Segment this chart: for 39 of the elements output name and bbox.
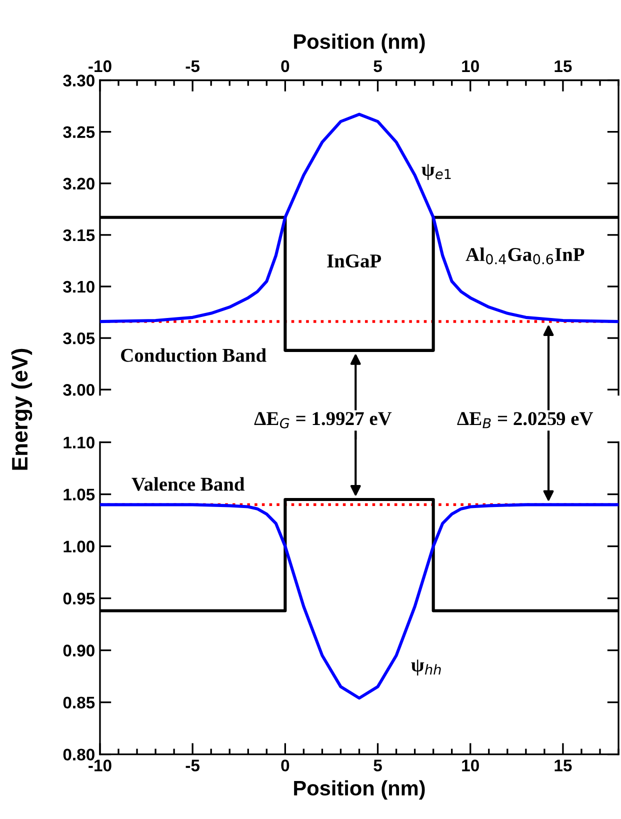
x-tick-label: -5 [186,760,200,772]
y-tick-label: 1.05 [64,488,95,500]
annotation: ψ$_{hh}$ [411,660,441,676]
x-tick-label: -5 [186,60,200,72]
line-series [100,112,619,324]
annotation: ψ$_{e1}$ [422,164,451,180]
x-axis-title: Position (nm) [294,34,425,54]
x-tick-label: 15 [554,60,572,72]
x-tick-label: 5 [374,760,382,772]
x-tick-label: -10 [88,760,112,772]
y-tick-label: 1.10 [64,436,94,448]
x-tick-label: 10 [462,760,479,772]
y-tick-label: 3.00 [63,384,94,396]
text: ΔE$_{G}$ = 1.9927 eV [254,412,392,428]
y-tick-label: 3.05 [63,332,95,344]
text: ΔE$_{B}$ = 2.0259 eV [457,412,594,428]
x-tick-label: 15 [554,760,572,772]
y-tick-label: 0.90 [63,644,94,656]
y-tick-label: 0.85 [63,696,95,708]
x-tick-label: 0 [281,60,290,72]
y-tick-label: 3.25 [63,126,95,138]
annotation: InGaP [327,254,382,268]
y-tick-label: 3.30 [63,74,94,86]
annotation: Al$_{0.4}$Ga$_{0.6}$InP [466,247,584,264]
annotation: Conduction Band [121,348,266,362]
y-tick-label: 0.95 [63,592,95,604]
y-axis-title: Energy (eV) [11,348,32,470]
y-tick-label: 3.20 [63,178,94,190]
y-tick-label: 3.15 [63,229,95,242]
x-tick-label: -10 [88,60,112,72]
y-tick-label: 3.10 [63,280,94,293]
y-tick-label: 0.80 [63,748,94,760]
x-axis-title: Position (nm) [294,780,425,800]
x-tick-label: 0 [281,760,290,772]
x-tick-label: 10 [462,60,479,72]
line-series [100,503,619,700]
x-tick-label: 5 [374,60,382,72]
y-tick-label: 1.00 [64,540,94,552]
annotation: Valence Band [132,477,245,491]
